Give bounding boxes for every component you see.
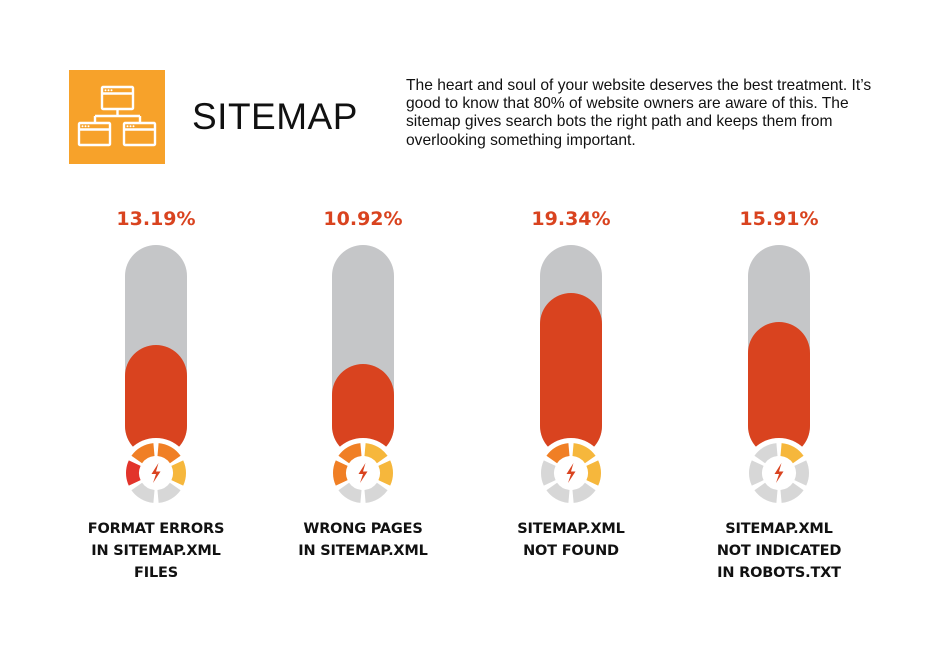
bar-fill	[540, 293, 602, 457]
gauge-segment	[157, 482, 181, 503]
category-label-line: NOT FOUND	[523, 543, 619, 559]
gauge-segment	[378, 460, 394, 486]
category-label-line: WRONG PAGES	[303, 521, 423, 537]
category-label-line: FORMAT ERRORS	[87, 521, 225, 537]
gauge-segment	[572, 482, 596, 503]
gauge-segment	[794, 460, 810, 486]
category-label-line: IN SITEMAP.XML	[298, 543, 428, 559]
category-label-line: NOT INDICATED	[716, 543, 842, 559]
lightning-bolt	[774, 463, 784, 483]
category-label: SITEMAP.XML NOT INDICATED IN ROBOTS.TXT	[684, 518, 874, 584]
gauge-segment	[540, 460, 556, 486]
gauge-segment	[754, 443, 778, 464]
sitemap-icon	[77, 85, 157, 147]
bar-track	[748, 245, 810, 457]
gauge-segment	[748, 460, 764, 486]
gauge-segment	[171, 460, 187, 486]
gauge-segment	[754, 482, 778, 503]
lightning-bolt	[566, 463, 576, 483]
gauge-segment	[125, 460, 141, 486]
gauge-segment	[364, 482, 388, 503]
category-label-line: SITEMAP.XML	[517, 521, 625, 537]
value-label: 19.34%	[531, 208, 611, 230]
value-label: 10.92%	[323, 208, 403, 230]
gauge-segment	[131, 443, 155, 464]
sitemap-icon-box	[69, 70, 165, 164]
page-title: SITEMAP	[192, 96, 358, 137]
lightning-gauge-icon	[121, 438, 191, 508]
lightning-bolt	[151, 463, 161, 483]
gauge-segment	[780, 443, 804, 464]
gauge-segment	[546, 443, 570, 464]
description-text: The heart and soul of your website deser…	[406, 77, 872, 149]
gauge-segment	[780, 482, 804, 503]
value-label: 15.91%	[739, 208, 819, 230]
gauge-segment	[364, 443, 388, 464]
category-label-line: IN ROBOTS.TXT	[717, 565, 841, 581]
category-label-line: FILES	[134, 565, 178, 581]
category-label: WRONG PAGES IN SITEMAP.XML	[268, 518, 458, 562]
gauge-segment	[586, 460, 602, 486]
lightning-gauge-icon	[744, 438, 814, 508]
category-label: FORMAT ERRORS IN SITEMAP.XML FILES	[61, 518, 251, 584]
category-label-line: IN SITEMAP.XML	[91, 543, 221, 559]
value-label: 13.19%	[116, 208, 196, 230]
bar-track	[332, 245, 394, 457]
category-label-line: SITEMAP.XML	[725, 521, 833, 537]
lightning-bolt	[358, 463, 368, 483]
gauge-segment	[338, 482, 362, 503]
bar-track	[540, 245, 602, 457]
bar-track	[125, 245, 187, 457]
bar-fill	[748, 322, 810, 457]
category-label: SITEMAP.XML NOT FOUND	[476, 518, 666, 562]
gauge-segment	[131, 482, 155, 503]
gauge-segment	[546, 482, 570, 503]
gauge-segment	[332, 460, 348, 486]
gauge-segment	[572, 443, 596, 464]
lightning-gauge-icon	[536, 438, 606, 508]
lightning-gauge-icon	[328, 438, 398, 508]
gauge-segment	[157, 443, 181, 464]
gauge-segment	[338, 443, 362, 464]
